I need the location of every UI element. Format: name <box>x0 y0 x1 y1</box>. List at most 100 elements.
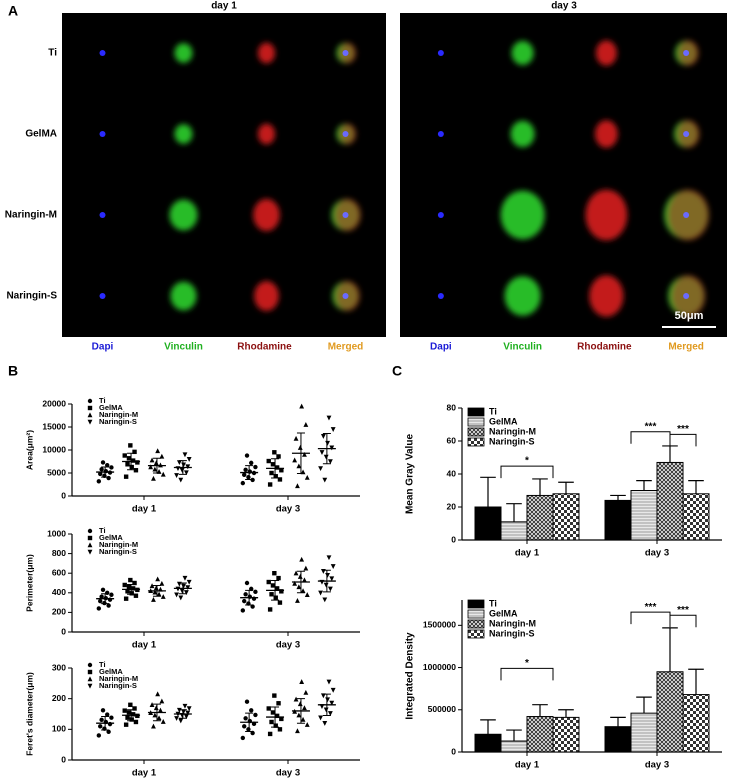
stain-label: Rhodamine <box>237 342 292 353</box>
group-label: Naringin-S <box>6 291 57 302</box>
nucleus <box>437 293 444 299</box>
legend-label: Naringin-M <box>489 426 536 436</box>
data-point <box>152 589 158 595</box>
sd-bar <box>152 703 161 722</box>
legend-label: Naringin-S <box>489 628 535 638</box>
data-point <box>330 427 336 432</box>
sd-bar <box>271 458 280 479</box>
data-point <box>299 403 305 409</box>
error-bar <box>532 478 548 496</box>
error-bar <box>558 481 574 494</box>
legend-label: Naringin-S <box>489 436 535 446</box>
nucleus <box>437 131 444 137</box>
y-tick-label: 0 <box>61 490 66 500</box>
data-point <box>299 556 305 562</box>
error-bar <box>688 668 704 695</box>
legend-swatch <box>467 629 485 639</box>
data-point <box>242 598 247 604</box>
data-point <box>327 459 333 465</box>
cell-vinculin <box>170 281 197 311</box>
data-point <box>243 467 248 472</box>
data-point <box>160 471 166 477</box>
data-point <box>98 724 103 729</box>
legend-label: Ti <box>99 396 106 405</box>
data-point <box>266 706 271 711</box>
sd-bar <box>178 460 187 475</box>
cell-actin <box>589 275 624 317</box>
data-point <box>98 471 103 477</box>
data-point <box>183 470 189 476</box>
y-tick-label: 1500000 <box>423 620 456 630</box>
data-point <box>174 592 179 598</box>
y-tick-label: 60 <box>447 435 457 445</box>
data-point <box>297 573 303 579</box>
nucleus <box>99 293 106 299</box>
data-point <box>96 733 102 738</box>
y-tick-label: 80 <box>447 402 457 412</box>
stain-label: Merged <box>328 342 364 353</box>
data-point <box>155 576 161 582</box>
data-point <box>327 586 333 592</box>
data-point <box>246 474 251 480</box>
cell <box>585 189 628 241</box>
x-tick-label: day 1 <box>515 548 540 559</box>
chart: 0 100 200 300 day 1 day 3 Feret's diameter(μm)… <box>24 660 360 779</box>
y-axis-label: Feret's diameter(μm) <box>24 672 34 756</box>
data-point <box>318 715 323 721</box>
y-tick-label: 500000 <box>428 704 457 714</box>
y-tick-label: 0 <box>451 746 456 756</box>
data-point <box>276 454 281 459</box>
cell <box>257 123 276 145</box>
error-bar <box>636 480 652 491</box>
data-point <box>185 585 191 591</box>
data-point <box>153 705 159 711</box>
data-point <box>158 707 163 713</box>
data-point <box>276 575 281 581</box>
data-point <box>270 583 276 588</box>
day-label: day 3 <box>551 1 577 12</box>
cell <box>174 124 193 144</box>
data-point <box>159 580 165 586</box>
data-point <box>292 457 298 463</box>
panel-label: A <box>8 3 18 19</box>
legend-label: Naringin-M <box>99 540 138 549</box>
error-bar <box>610 494 626 501</box>
cell-vinculin <box>504 276 541 316</box>
data-point <box>109 465 114 470</box>
y-tick-label: 5000 <box>47 467 66 477</box>
error-bar <box>532 704 548 717</box>
data-point <box>109 715 114 720</box>
data-point <box>123 474 129 479</box>
nucleus <box>683 293 690 299</box>
stain-label: Vinculin <box>164 342 203 353</box>
cell <box>174 43 193 63</box>
data-point <box>240 608 246 613</box>
data-point <box>176 707 182 713</box>
legend-marker <box>87 405 93 411</box>
data-point <box>295 598 300 603</box>
data-point <box>98 598 103 604</box>
x-tick-label: day 3 <box>276 768 300 779</box>
significance-label: *** <box>645 602 657 613</box>
sd-bar <box>271 580 280 601</box>
x-tick-label: day 3 <box>645 760 669 771</box>
legend-swatch <box>467 437 485 447</box>
y-tick-label: 400 <box>52 587 66 597</box>
cell-actin <box>253 198 280 232</box>
legend-marker <box>87 528 93 534</box>
data-point <box>330 564 336 569</box>
data-point <box>160 719 166 724</box>
data-point <box>149 583 155 589</box>
data-point <box>329 576 335 582</box>
data-point <box>318 590 323 596</box>
data-point <box>330 687 336 693</box>
legend-marker <box>87 419 93 425</box>
data-point <box>155 448 161 454</box>
legend-label: Naringin-M <box>99 410 138 419</box>
data-point <box>152 466 158 472</box>
day-label: day 1 <box>211 1 237 12</box>
data-point <box>151 723 156 729</box>
bar <box>526 716 554 753</box>
nucleus <box>342 131 349 137</box>
